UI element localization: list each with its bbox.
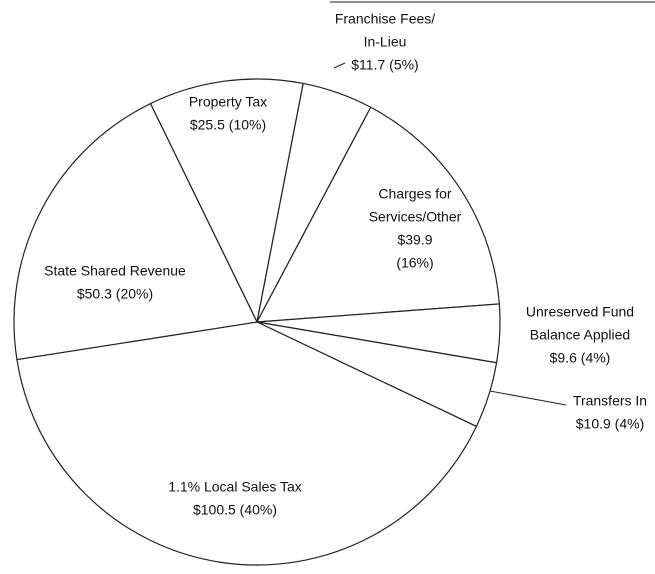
- slices: [13, 78, 501, 566]
- slice-label: Property Tax: [189, 94, 267, 110]
- slice-label: Franchise Fees/: [335, 11, 435, 27]
- value-label: $11.7 (5%): [351, 57, 418, 73]
- pie-slice: [255, 106, 500, 323]
- value-label: (16%): [396, 255, 433, 271]
- slice-label: Transfers In: [573, 393, 647, 409]
- slice-label: Charges for: [378, 186, 451, 202]
- pie-slice: [13, 102, 258, 361]
- value-label: $10.9 (4%): [576, 416, 644, 432]
- value-label: $25.5 (10%): [190, 117, 266, 133]
- value-label: $9.6 (4%): [550, 350, 611, 366]
- slice-label: Unreserved Fund: [526, 304, 634, 320]
- slice-label: State Shared Revenue: [44, 263, 186, 279]
- value-label: $100.5 (40%): [193, 502, 277, 518]
- value-label: $39.9: [397, 232, 432, 248]
- leader-line: [489, 390, 567, 406]
- leader-line: [333, 62, 346, 69]
- slice-label: In-Lieu: [364, 34, 407, 50]
- slice-label: Services/Other: [369, 209, 462, 225]
- slice-label: Balance Applied: [530, 327, 630, 343]
- pie-slice: [149, 78, 304, 324]
- value-label: $50.3 (20%): [77, 286, 153, 302]
- labels: Property Tax $25.5 (10%) Franchise Fees/In…: [44, 11, 647, 518]
- slice-label: 1.1% Local Sales Tax: [168, 479, 302, 495]
- pie-slice: [16, 321, 478, 566]
